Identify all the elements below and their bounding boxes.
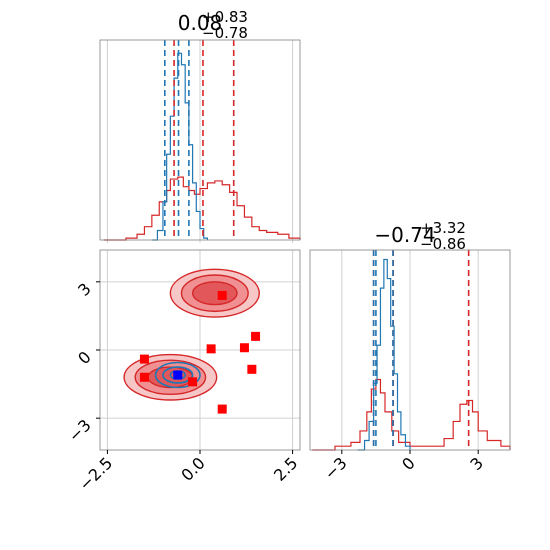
p1-blue-histogram bbox=[151, 52, 209, 241]
param-1-title-minus: −0.78 bbox=[202, 24, 248, 42]
p2-blue-histogram bbox=[357, 258, 411, 451]
joint-ytick-label: 0 bbox=[74, 347, 95, 368]
red-contour-mode-1-level-3 bbox=[191, 281, 238, 306]
param-2-xtick-label: −3 bbox=[321, 453, 351, 483]
param-1-title-plus: +0.83 bbox=[202, 8, 248, 26]
joint-panel: −2.5 0.0 2.5 −3 0 3 bbox=[65, 249, 301, 494]
joint-ytick-label: 3 bbox=[74, 279, 95, 300]
red-sample-marker bbox=[239, 343, 249, 353]
joint-ytick-label: −3 bbox=[65, 416, 95, 446]
joint-xtick-label: 0.0 bbox=[177, 453, 208, 484]
red-sample-marker bbox=[217, 290, 227, 300]
red-contour-mode-2-level-3 bbox=[147, 366, 194, 389]
blue-contour-level-2 bbox=[162, 366, 194, 384]
joint-xtick-label: −2.5 bbox=[75, 453, 116, 494]
param-1-title: 0.08 bbox=[178, 11, 223, 35]
p2-red-histogram bbox=[312, 378, 511, 451]
red-sample-marker bbox=[139, 354, 149, 364]
param-1-title-value: 0.08 bbox=[178, 11, 223, 35]
param-2-title-value: −0.74 bbox=[374, 223, 435, 247]
red-sample-marker bbox=[188, 377, 198, 387]
red-sample-marker bbox=[217, 404, 227, 414]
param-2-title-plus: +3.32 bbox=[420, 219, 466, 237]
red-sample-marker bbox=[251, 331, 261, 341]
histogram-param-1-frame bbox=[99, 39, 301, 241]
blue-contour-level-1 bbox=[154, 361, 201, 389]
param-2-xtick-label: 3 bbox=[466, 453, 487, 474]
param-2-title-minus: −0.86 bbox=[420, 235, 466, 253]
red-sample-marker bbox=[247, 364, 257, 374]
histogram-param-1: 0.08 +0.83 −0.78 bbox=[99, 8, 301, 243]
red-sample-marker bbox=[139, 372, 149, 382]
joint-xtick-label: 2.5 bbox=[270, 453, 301, 484]
blue-sample-marker bbox=[173, 370, 183, 380]
histogram-param-2: −0.74 +3.32 −0.86 −3 0 3 bbox=[309, 219, 511, 484]
p1-red-histogram bbox=[103, 176, 301, 241]
param-2-title: −0.74 bbox=[374, 223, 435, 247]
param-2-xtick-label: 0 bbox=[398, 453, 419, 474]
red-sample-marker bbox=[206, 344, 216, 354]
